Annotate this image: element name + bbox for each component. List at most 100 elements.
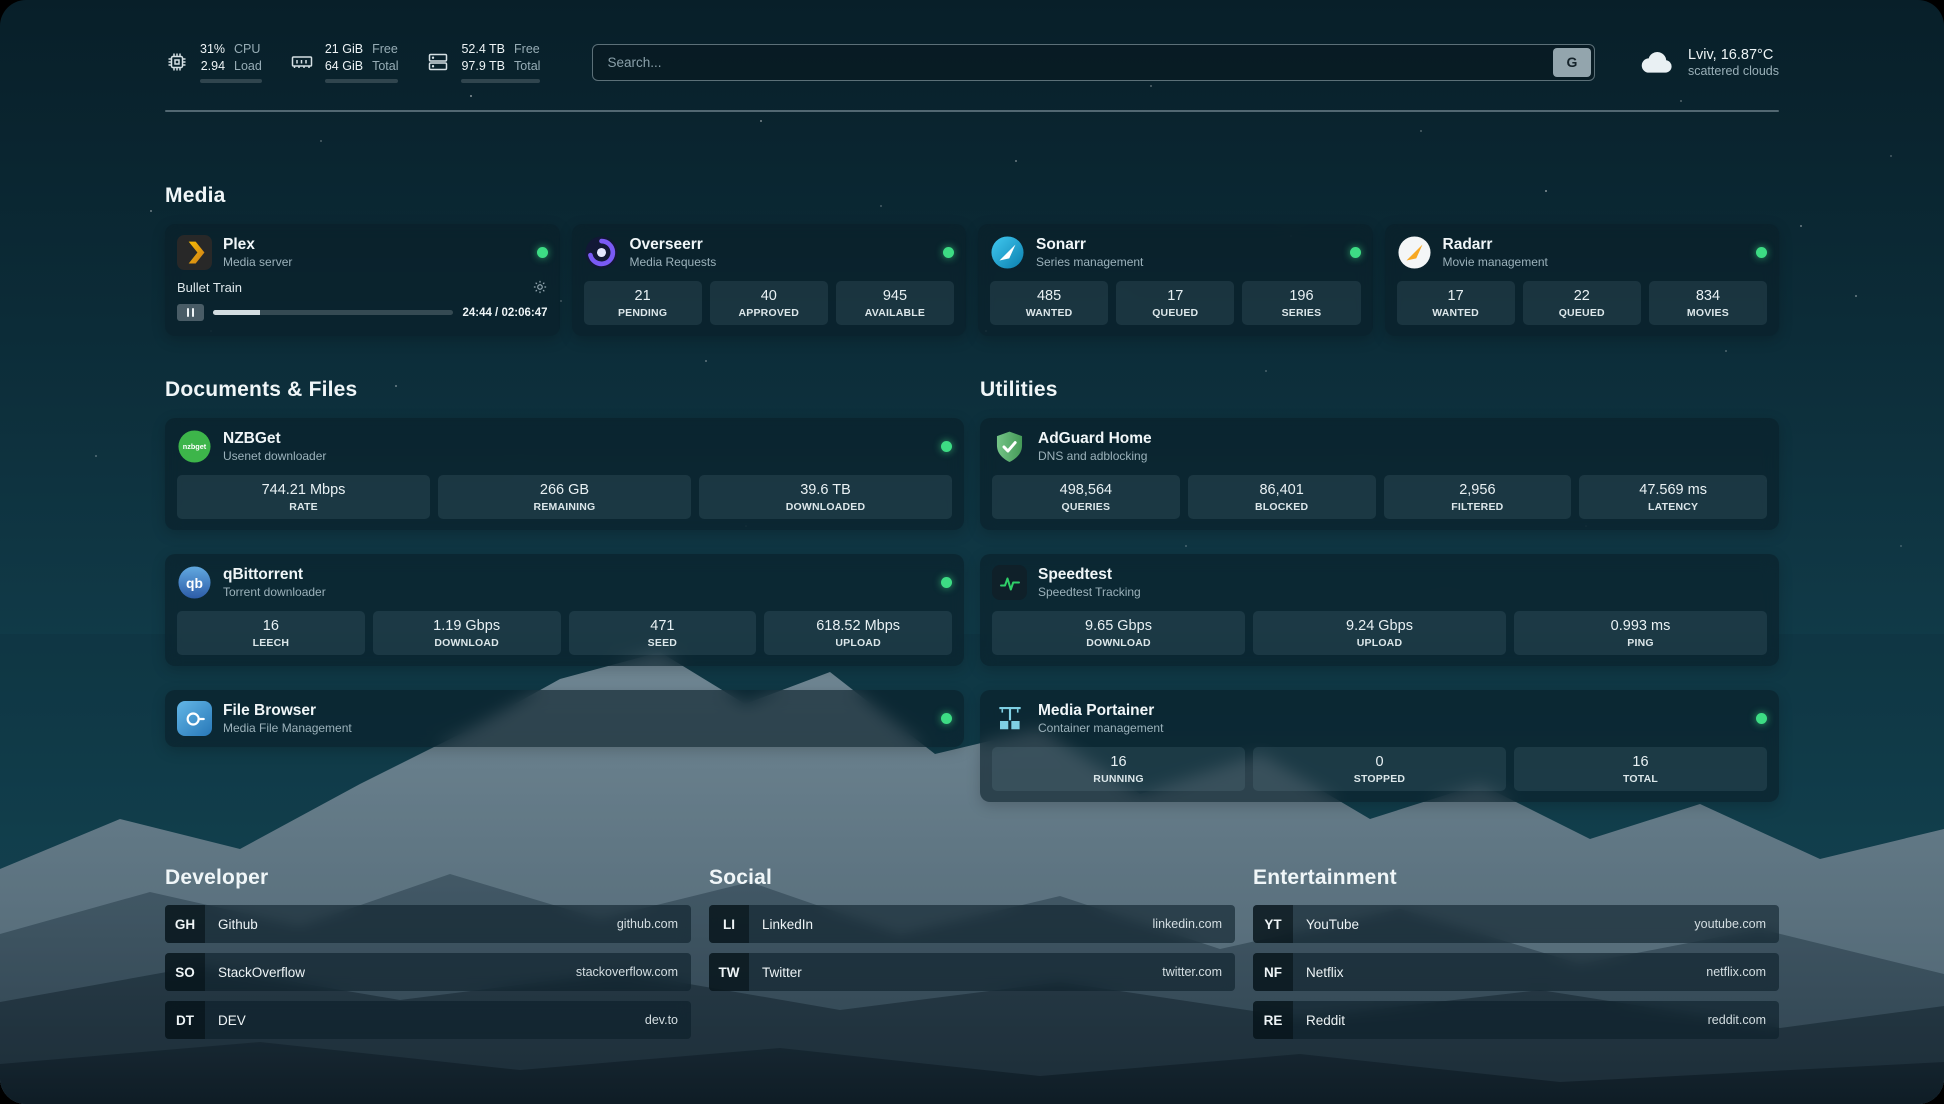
stat-filtered: 2,956 FILTERED: [1383, 475, 1572, 519]
stat-value: 471: [650, 618, 675, 634]
storage-total-label: Total: [514, 59, 541, 73]
section-title-documents: Documents & Files: [165, 378, 358, 401]
search-input[interactable]: [593, 44, 1550, 80]
playback-progress-bar[interactable]: [213, 310, 454, 315]
app-name: Media Portainer: [1038, 701, 1155, 719]
stat-queries: 498,564 QUERIES: [992, 475, 1180, 519]
adguard-card-header: AdGuard Home DNS and adblocking: [992, 429, 1767, 464]
overseerr-icon: [584, 235, 619, 270]
adguard-card[interactable]: AdGuard Home DNS and adblocking 498,564 …: [980, 418, 1779, 530]
stat-label: APPROVED: [738, 307, 800, 319]
app-subtitle: Speedtest Tracking: [1038, 585, 1141, 600]
storage-stats: 52.4 TB Free 97.9 TB Total: [461, 41, 541, 84]
adguard-stats: 498,564 QUERIES 86,401 BLOCKED 2,956 FIL…: [992, 475, 1767, 519]
stat-wanted: 485 WANTED: [990, 281, 1109, 325]
search-engine-button[interactable]: G: [1552, 47, 1591, 77]
app-subtitle: Media File Management: [223, 721, 352, 736]
nzbget-stats: 744.21 Mbps RATE 266 GB REMAINING 39.6 T…: [177, 475, 952, 519]
filebrowser-card[interactable]: File Browser Media File Management: [165, 690, 964, 747]
stat-value: 0: [1375, 754, 1384, 770]
stat-value: 2,956: [1459, 482, 1496, 498]
portainer-card[interactable]: Media Portainer Container management 16 …: [980, 690, 1779, 802]
stat-value: 16: [262, 618, 279, 634]
plex-icon: [177, 235, 212, 270]
bookmark-badge: YT: [1253, 905, 1293, 943]
nzbget-card[interactable]: nzbget NZBGet Usenet downloader 744.21 M…: [165, 418, 964, 530]
app-subtitle: Container management: [1038, 721, 1164, 736]
speedtest-card[interactable]: Speedtest Speedtest Tracking 9.65 Gbps D…: [980, 554, 1779, 666]
stat-label: DOWNLOAD: [1086, 637, 1151, 649]
radarr-card-header: Radarr Movie management: [1397, 235, 1767, 270]
stat-latency: 47.569 ms LATENCY: [1579, 475, 1767, 519]
bookmark-url: netflix.com: [1706, 965, 1766, 979]
stat-download: 9.65 Gbps DOWNLOAD: [992, 611, 1245, 655]
app-name: Radarr: [1442, 235, 1493, 253]
storage-widget: 52.4 TB Free 97.9 TB Total: [426, 41, 541, 84]
stat-total: 16 TOTAL: [1514, 747, 1767, 791]
app-subtitle: Series management: [1036, 255, 1144, 270]
stat-value: 744.21 Mbps: [261, 482, 346, 498]
radarr-icon: [1397, 235, 1432, 270]
app-name: Sonarr: [1036, 235, 1086, 253]
stat-value: 16: [1632, 754, 1649, 770]
bookmark-name: LinkedIn: [762, 916, 814, 932]
qbittorrent-card-header: qb qBittorrent Torrent downloader: [177, 565, 952, 600]
bookmark-url: github.com: [616, 917, 678, 931]
filebrowser-card-header: File Browser Media File Management: [177, 701, 952, 736]
stat-upload: 9.24 Gbps UPLOAD: [1253, 611, 1506, 655]
bookmark-badge: DT: [165, 1001, 205, 1039]
app-subtitle: Torrent downloader: [223, 585, 326, 600]
bookmark-url: youtube.com: [1694, 917, 1766, 931]
qbittorrent-stats: 16 LEECH 1.19 Gbps DOWNLOAD 471 SEED 6: [177, 611, 952, 655]
storage-total-value: 97.9 TB: [461, 59, 506, 73]
sonarr-card-header: Sonarr Series management: [990, 235, 1361, 270]
weather-condition: scattered clouds: [1687, 63, 1779, 78]
section-title-developer: Developer: [165, 866, 269, 889]
bookmark-url: dev.to: [644, 1013, 678, 1027]
stat-label: SERIES: [1281, 307, 1322, 319]
entertainment-rows: YT YouTube youtube.com NF Netflix netfli…: [1253, 905, 1779, 1039]
app-subtitle: Usenet downloader: [223, 449, 327, 464]
qbittorrent-card[interactable]: qb qBittorrent Torrent downloader 16 LEE…: [165, 554, 964, 666]
bookmark-badge: NF: [1253, 953, 1293, 991]
stat-value: 40: [760, 288, 777, 304]
stat-stopped: 0 STOPPED: [1253, 747, 1506, 791]
cpu-load-label: Load: [234, 59, 262, 73]
stat-value: 86,401: [1259, 482, 1304, 498]
stat-available: 945 AVAILABLE: [835, 281, 955, 325]
sonarr-card[interactable]: Sonarr Series management 485 WANTED 17 Q…: [978, 224, 1373, 336]
pause-icon: [191, 308, 195, 317]
stat-label: PING: [1627, 637, 1654, 649]
bookmark-stackoverflow[interactable]: SO StackOverflow stackoverflow.com: [165, 953, 691, 991]
bookmark-linkedin[interactable]: LI LinkedIn linkedin.com: [709, 905, 1235, 943]
overseerr-card[interactable]: Overseerr Media Requests 21 PENDING 40 A…: [571, 224, 966, 336]
bookmark-reddit[interactable]: RE Reddit reddit.com: [1253, 1001, 1779, 1039]
radarr-card[interactable]: Radarr Movie management 17 WANTED 22 QUE…: [1384, 224, 1779, 336]
stat-label: UPLOAD: [835, 637, 881, 649]
stat-value: 39.6 TB: [800, 482, 851, 498]
gear-icon[interactable]: [532, 279, 548, 295]
stat-label: SEED: [647, 637, 678, 649]
bookmark-github[interactable]: GH Github github.com: [165, 905, 691, 943]
memory-usage-bar: [324, 79, 399, 84]
stat-value: 498,564: [1059, 482, 1113, 498]
stat-label: QUERIES: [1061, 501, 1111, 513]
pause-button[interactable]: [177, 304, 204, 321]
bookmark-dev[interactable]: DT DEV dev.to: [165, 1001, 691, 1039]
social-rows: LI LinkedIn linkedin.com TW Twitter twit…: [709, 905, 1235, 991]
stat-label: LEECH: [252, 637, 290, 649]
bookmark-youtube[interactable]: YT YouTube youtube.com: [1253, 905, 1779, 943]
svg-text:nzbget: nzbget: [183, 442, 207, 451]
weather-widget[interactable]: Lviv, 16.87°C scattered clouds: [1639, 47, 1779, 78]
overseerr-card-header: Overseerr Media Requests: [584, 235, 954, 270]
overseerr-stats: 21 PENDING 40 APPROVED 945 AVAILABLE: [583, 281, 955, 325]
now-playing-row: Bullet Train: [177, 279, 548, 295]
now-playing-title: Bullet Train: [177, 279, 243, 295]
bookmark-twitter[interactable]: TW Twitter twitter.com: [709, 953, 1235, 991]
bookmark-netflix[interactable]: NF Netflix netflix.com: [1253, 953, 1779, 991]
bookmark-name: Reddit: [1306, 1012, 1346, 1028]
adguard-icon: [992, 429, 1027, 464]
stat-value: 21: [634, 288, 651, 304]
cpu-widget: 31% CPU 2.94 Load: [165, 41, 262, 84]
plex-card[interactable]: Plex Media server Bullet Train: [165, 224, 560, 336]
